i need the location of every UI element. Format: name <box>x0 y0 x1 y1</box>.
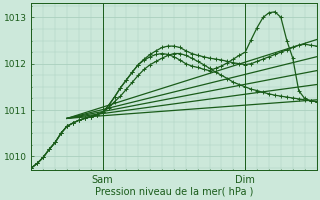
X-axis label: Pression niveau de la mer( hPa ): Pression niveau de la mer( hPa ) <box>95 187 253 197</box>
